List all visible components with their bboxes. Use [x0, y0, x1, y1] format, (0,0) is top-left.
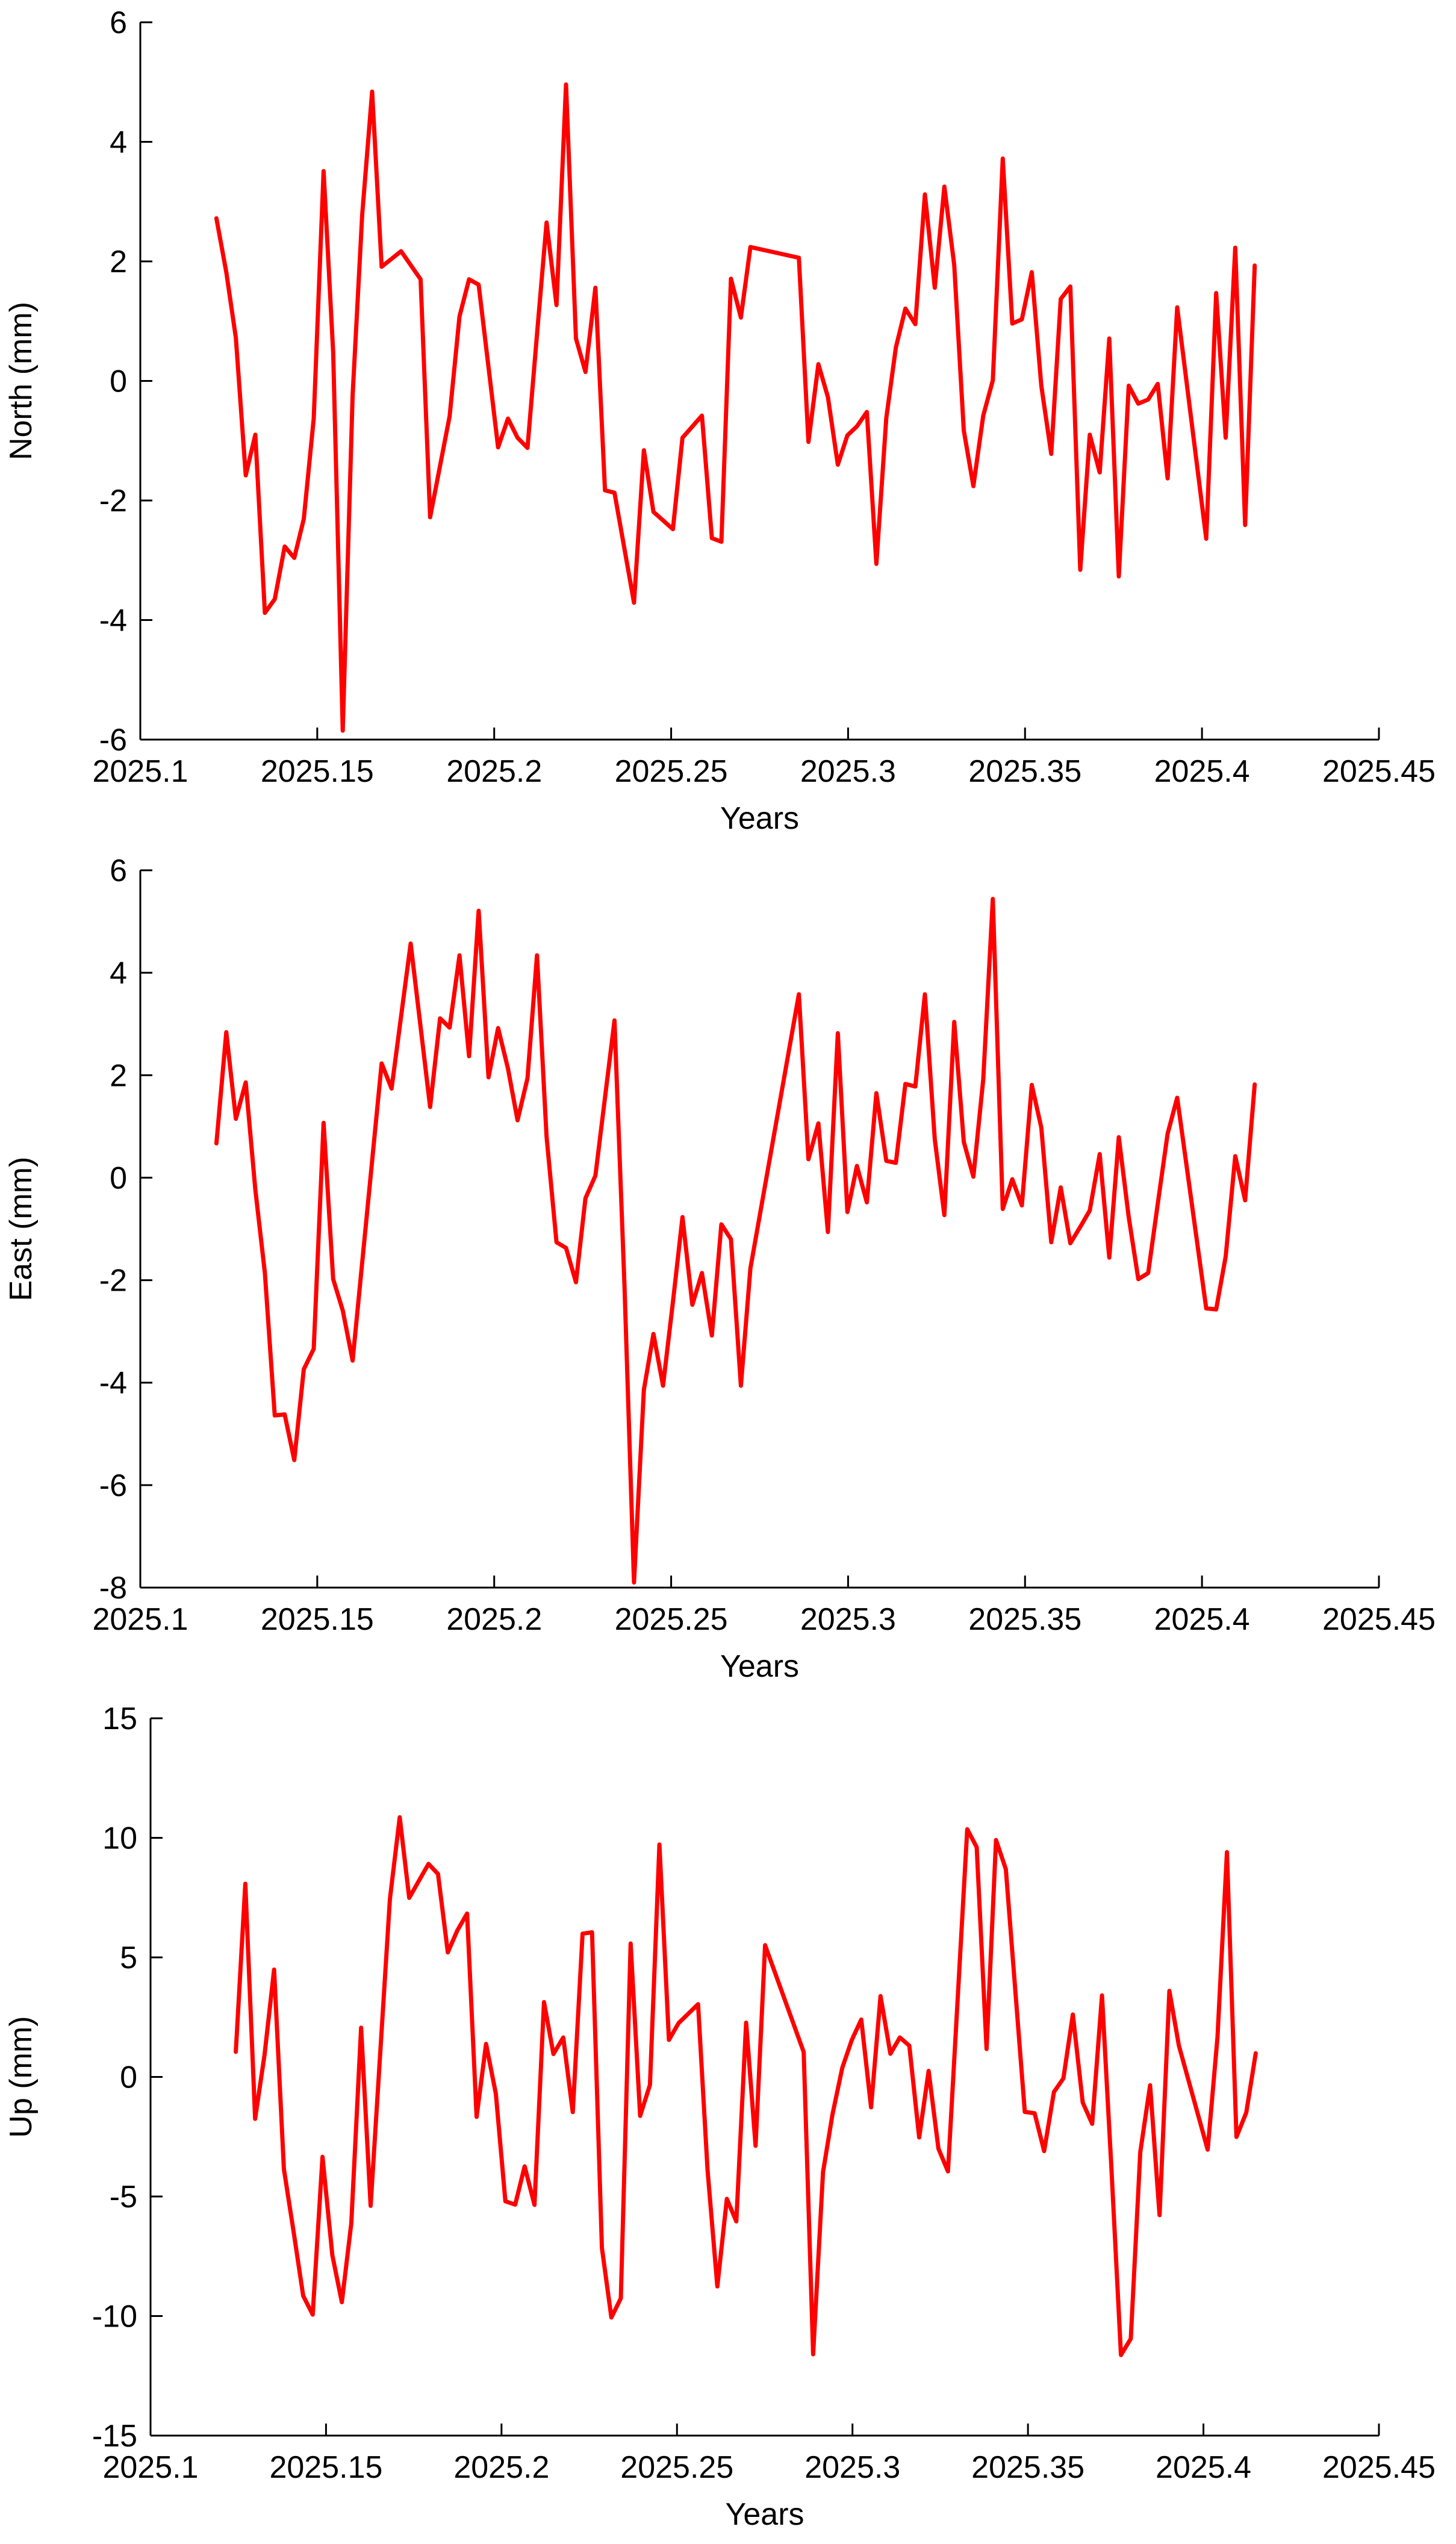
up-y-tick-label: 0	[120, 2060, 137, 2095]
up-panel: -15 -10 -5 0 5 10 15 2025.1 2025.15 2025.2 2025.25…	[4, 1701, 1436, 2532]
north-y-tick-label: -6	[99, 723, 127, 758]
east-x-tick-label: 2025.4	[1154, 1602, 1250, 1637]
up-x-tick-label: 2025.2	[453, 2450, 549, 2485]
up-y-axis-label: Up (mm)	[4, 2016, 39, 2137]
east-x-tick-label: 2025.3	[800, 1602, 896, 1637]
east-y-tick-label: 2	[110, 1058, 127, 1093]
up-series-line	[234, 1815, 1258, 2357]
north-x-tick-label: 2025.15	[261, 754, 374, 789]
up-y-tick-label: -5	[110, 2180, 137, 2215]
east-x-tick-label: 2025.15	[261, 1602, 374, 1637]
north-x-axis-label: Years	[720, 801, 799, 836]
east-y-tick-label: 4	[110, 956, 127, 991]
east-x-tick-label: 2025.2	[446, 1602, 542, 1637]
north-x-tick-label: 2025.35	[968, 754, 1081, 789]
north-y-tick-label: 0	[110, 364, 127, 399]
east-y-axis-label: East (mm)	[4, 1157, 39, 1302]
north-x-tick-label: 2025.3	[800, 754, 896, 789]
north-y-tick-label: -2	[99, 484, 127, 519]
up-y-tick-label: 5	[120, 1941, 137, 1975]
up-y-tick-label: 15	[102, 1701, 137, 1736]
east-y-tick-label: -2	[99, 1264, 127, 1298]
up-x-tick-label: 2025.45	[1322, 2450, 1436, 2485]
north-panel: -6 -4 -2 0 2 4 6 2025.1 2025.15 2025.2 2025.25 2025…	[4, 5, 1436, 836]
north-x-tick-label: 2025.2	[446, 754, 542, 789]
east-x-tick-label: 2025.45	[1322, 1602, 1436, 1637]
east-y-tick-label: -6	[99, 1468, 127, 1503]
east-y-tick-label: -4	[99, 1366, 127, 1401]
up-x-tick-label: 2025.15	[269, 2450, 382, 2485]
up-x-tick-label: 2025.1	[102, 2450, 198, 2485]
north-series-line	[214, 82, 1257, 733]
up-x-axis-label: Years	[725, 2497, 804, 2532]
east-panel: -8 -6 -4 -2 0 2 4 6 2025.1 2025.15 2025.2 2025.25 20…	[4, 853, 1436, 1684]
north-y-tick-label: -4	[99, 603, 127, 638]
up-x-tick-label: 2025.35	[971, 2450, 1084, 2485]
up-y-tick-label: 10	[102, 1821, 137, 1856]
east-y-tick-label: -8	[99, 1571, 127, 1606]
north-x-tick-label: 2025.1	[92, 754, 188, 789]
up-x-tick-label: 2025.3	[804, 2450, 900, 2485]
east-x-tick-label: 2025.1	[92, 1602, 188, 1637]
up-y-tick-label: -15	[92, 2419, 137, 2454]
east-y-tick-label: 0	[110, 1161, 127, 1196]
east-x-tick-label: 2025.25	[615, 1602, 728, 1637]
east-x-axis-label: Years	[720, 1649, 799, 1684]
north-x-tick-label: 2025.4	[1154, 754, 1250, 789]
north-y-tick-label: 6	[110, 5, 127, 40]
east-y-tick-label: 6	[110, 853, 127, 888]
north-y-axis-label: North (mm)	[4, 302, 39, 460]
east-x-tick-label: 2025.35	[968, 1602, 1081, 1637]
up-x-tick-label: 2025.25	[620, 2450, 733, 2485]
north-y-tick-label: 2	[110, 245, 127, 279]
north-x-tick-label: 2025.45	[1322, 754, 1436, 789]
up-x-tick-label: 2025.4	[1156, 2450, 1251, 2485]
north-y-tick-label: 4	[110, 125, 127, 160]
east-series-line	[214, 897, 1257, 1585]
up-y-tick-label: -10	[92, 2299, 137, 2334]
north-x-tick-label: 2025.25	[615, 754, 728, 789]
